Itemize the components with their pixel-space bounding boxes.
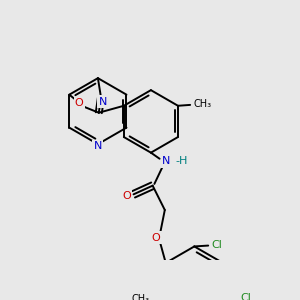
Text: CH₃: CH₃ <box>132 294 150 300</box>
Text: N: N <box>94 141 102 151</box>
Text: O: O <box>75 98 84 109</box>
Text: Cl: Cl <box>240 293 251 300</box>
Text: CH₃: CH₃ <box>194 99 212 109</box>
Text: N: N <box>162 156 171 166</box>
Text: O: O <box>122 191 131 201</box>
Text: -H: -H <box>175 156 188 166</box>
Text: N: N <box>99 97 107 107</box>
Text: O: O <box>152 233 161 243</box>
Text: Cl: Cl <box>212 240 223 250</box>
